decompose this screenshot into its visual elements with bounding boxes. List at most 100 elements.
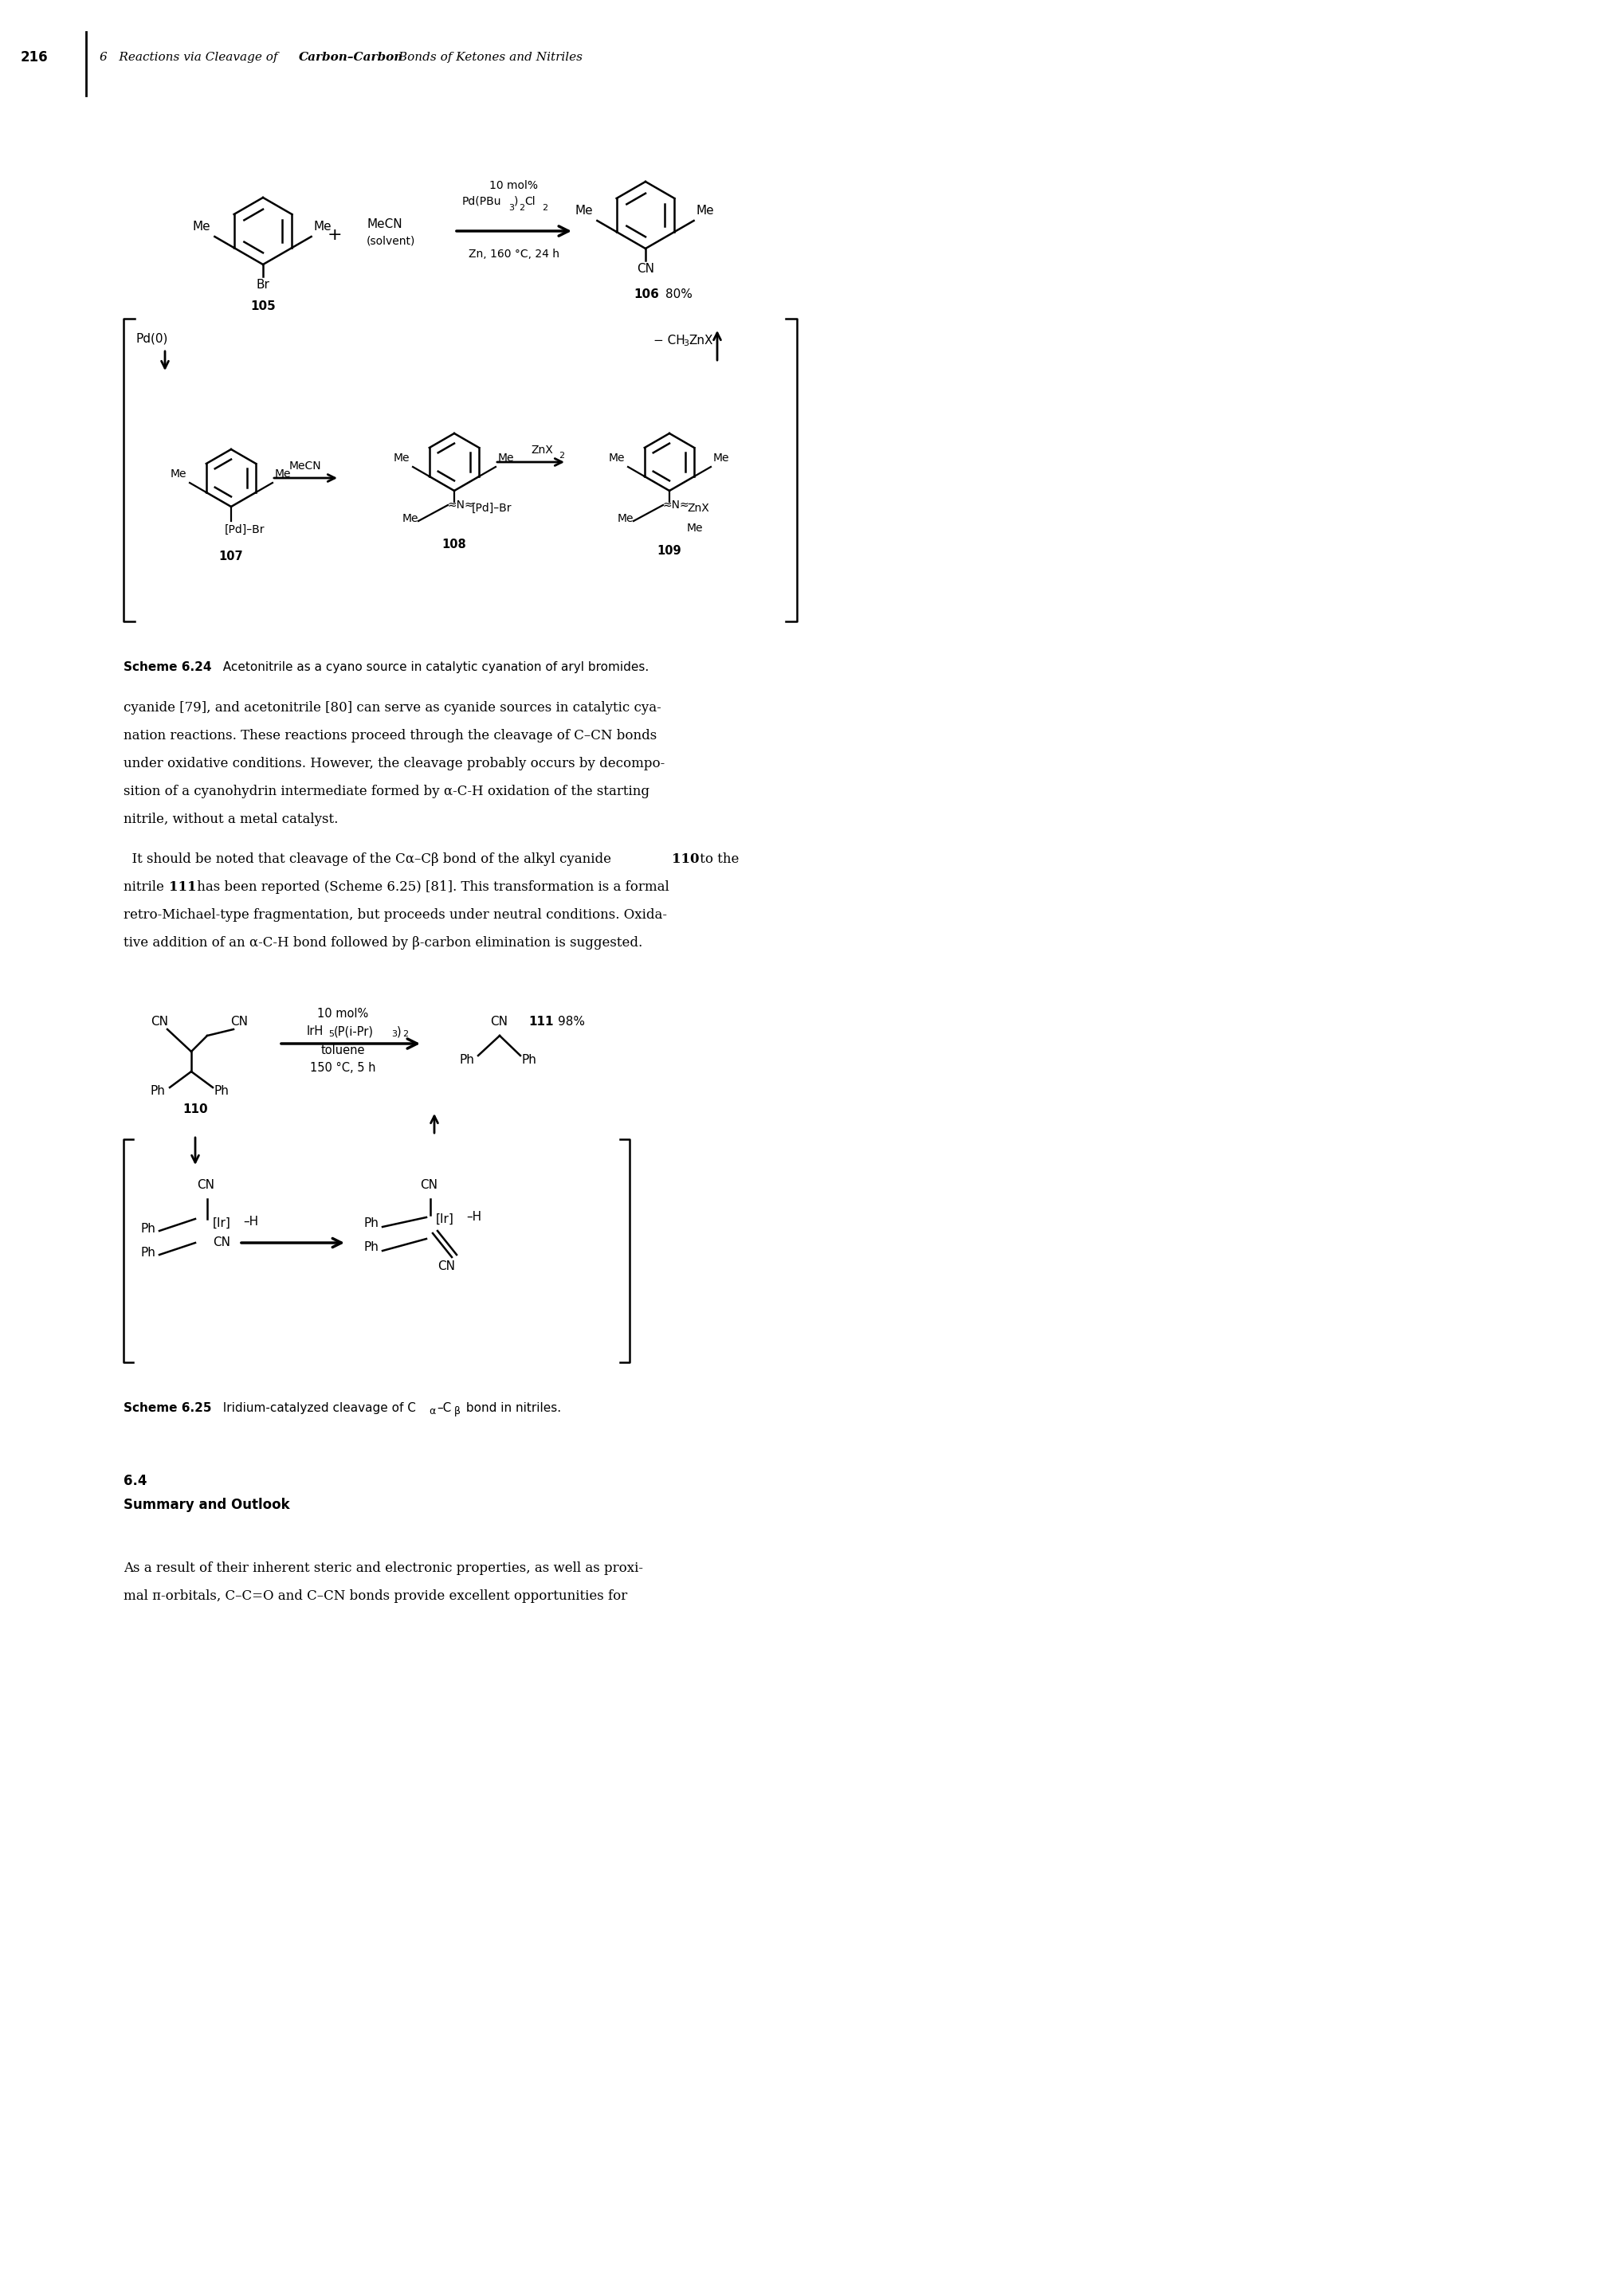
Text: − CH: − CH [653, 335, 685, 347]
Text: Zn, 160 °C, 24 h: Zn, 160 °C, 24 h [469, 248, 559, 259]
Text: ZnX: ZnX [688, 335, 712, 347]
Text: Ph: Ph [215, 1086, 229, 1097]
Text: 2: 2 [519, 204, 525, 211]
Text: Ph: Ph [150, 1086, 165, 1097]
Text: Me: Me [192, 220, 211, 232]
Text: Ph: Ph [363, 1242, 378, 1254]
Text: Me: Me [696, 204, 714, 216]
Text: Ph: Ph [141, 1224, 155, 1235]
Text: 3: 3 [391, 1031, 397, 1038]
Text: to the: to the [696, 852, 740, 866]
Text: [Ir]: [Ir] [213, 1217, 231, 1228]
Text: ): ) [514, 195, 519, 207]
Text: Me: Me [314, 220, 331, 232]
Text: nitrile, without a metal catalyst.: nitrile, without a metal catalyst. [123, 813, 338, 827]
Text: CN: CN [213, 1238, 231, 1249]
Text: 107: 107 [219, 551, 243, 563]
Text: 106: 106 [634, 289, 660, 301]
Text: Me: Me [498, 452, 514, 464]
Text: +: + [327, 227, 343, 243]
Text: Iridium-catalyzed cleavage of C: Iridium-catalyzed cleavage of C [215, 1403, 416, 1414]
Text: under oxidative conditions. However, the cleavage probably occurs by decompo-: under oxidative conditions. However, the… [123, 758, 664, 771]
Text: 109: 109 [656, 544, 682, 558]
Text: 10 mol%: 10 mol% [317, 1008, 368, 1019]
Text: Scheme 6.24: Scheme 6.24 [123, 661, 211, 673]
Text: Ph: Ph [522, 1054, 536, 1065]
Text: CN: CN [419, 1180, 437, 1192]
Text: Me: Me [687, 523, 703, 533]
Text: Me: Me [275, 468, 291, 480]
Text: 2: 2 [541, 204, 548, 211]
Text: Ph: Ph [363, 1217, 378, 1228]
Text: Ph: Ph [459, 1054, 474, 1065]
Text: Cl: Cl [525, 195, 535, 207]
Text: CN: CN [231, 1015, 248, 1029]
Text: 6.4: 6.4 [123, 1474, 147, 1488]
Text: As a result of their inherent steric and electronic properties, as well as proxi: As a result of their inherent steric and… [123, 1561, 644, 1575]
Text: MeCN: MeCN [367, 218, 402, 230]
Text: Me: Me [170, 468, 186, 480]
Text: (P(i-Pr): (P(i-Pr) [335, 1026, 373, 1038]
Text: (solvent): (solvent) [367, 234, 416, 246]
Text: CN: CN [637, 264, 655, 276]
Text: Pd(PBu: Pd(PBu [463, 195, 501, 207]
Text: ZnX: ZnX [687, 503, 709, 514]
Text: mal π-orbitals, C–C=O and C–CN bonds provide excellent opportunities for: mal π-orbitals, C–C=O and C–CN bonds pro… [123, 1589, 628, 1603]
Text: Bonds of Ketones and Nitriles: Bonds of Ketones and Nitriles [394, 53, 583, 62]
Text: 10 mol%: 10 mol% [490, 179, 538, 191]
Text: Me: Me [394, 452, 410, 464]
Text: CN: CN [490, 1015, 508, 1029]
Text: has been reported (Scheme 6.25) [81]. This transformation is a formal: has been reported (Scheme 6.25) [81]. Th… [192, 879, 669, 893]
Text: 3: 3 [684, 340, 688, 347]
Text: 5: 5 [328, 1031, 335, 1038]
Text: It should be noted that cleavage of the Cα–Cβ bond of the alkyl cyanide: It should be noted that cleavage of the … [123, 852, 615, 866]
Text: Pd(0): Pd(0) [136, 333, 168, 344]
Text: 216: 216 [21, 51, 48, 64]
Text: CN: CN [197, 1180, 215, 1192]
Text: 110: 110 [183, 1104, 208, 1116]
Text: 111: 111 [528, 1015, 554, 1029]
Text: –H: –H [466, 1210, 482, 1224]
Text: ≈N≈: ≈N≈ [448, 501, 474, 510]
Text: 80%: 80% [666, 289, 692, 301]
Text: ZnX: ZnX [532, 445, 552, 455]
Text: 98%: 98% [557, 1015, 584, 1029]
Text: nation reactions. These reactions proceed through the cleavage of C–CN bonds: nation reactions. These reactions procee… [123, 728, 656, 742]
Text: Summary and Outlook: Summary and Outlook [123, 1497, 290, 1513]
Text: Me: Me [618, 512, 634, 523]
Text: –H: –H [243, 1215, 258, 1228]
Text: 111: 111 [170, 879, 197, 893]
Text: Me: Me [575, 204, 594, 216]
Text: MeCN: MeCN [290, 461, 322, 471]
Text: 108: 108 [442, 540, 466, 551]
Text: α: α [429, 1405, 435, 1417]
Text: [Ir]: [Ir] [435, 1212, 455, 1226]
Text: 105: 105 [250, 301, 275, 312]
Text: nitrile: nitrile [123, 879, 168, 893]
Text: retro-Michael-type fragmentation, but proceeds under neutral conditions. Oxida-: retro-Michael-type fragmentation, but pr… [123, 909, 668, 921]
Text: Scheme 6.25: Scheme 6.25 [123, 1403, 211, 1414]
Text: IrH: IrH [307, 1026, 323, 1038]
Text: 2: 2 [402, 1031, 408, 1038]
Text: toluene: toluene [320, 1045, 365, 1056]
Text: cyanide [79], and acetonitrile [80] can serve as cyanide sources in catalytic cy: cyanide [79], and acetonitrile [80] can … [123, 700, 661, 714]
Text: β: β [455, 1405, 461, 1417]
Text: Me: Me [608, 452, 624, 464]
Text: 150 °C, 5 h: 150 °C, 5 h [311, 1063, 376, 1075]
Text: bond in nitriles.: bond in nitriles. [463, 1403, 560, 1414]
Text: sition of a cyanohydrin intermediate formed by α-C-H oxidation of the starting: sition of a cyanohydrin intermediate for… [123, 785, 650, 799]
Text: tive addition of an α-C-H bond followed by β-carbon elimination is suggested.: tive addition of an α-C-H bond followed … [123, 937, 642, 951]
Text: [Pd]–Br: [Pd]–Br [224, 523, 266, 535]
Text: Me: Me [712, 452, 730, 464]
Text: ): ) [397, 1026, 402, 1038]
Text: 2: 2 [559, 452, 564, 459]
Text: ≈N≈: ≈N≈ [663, 501, 690, 510]
Text: –C: –C [437, 1403, 451, 1414]
Text: Carbon–Carbon: Carbon–Carbon [299, 53, 403, 62]
Text: [Pd]–Br: [Pd]–Br [472, 503, 512, 514]
Text: Br: Br [256, 278, 269, 292]
Text: Ph: Ph [141, 1247, 155, 1258]
Text: CN: CN [150, 1015, 168, 1029]
Text: Me: Me [402, 512, 419, 523]
Text: 6   Reactions via Cleavage of: 6 Reactions via Cleavage of [99, 53, 282, 62]
